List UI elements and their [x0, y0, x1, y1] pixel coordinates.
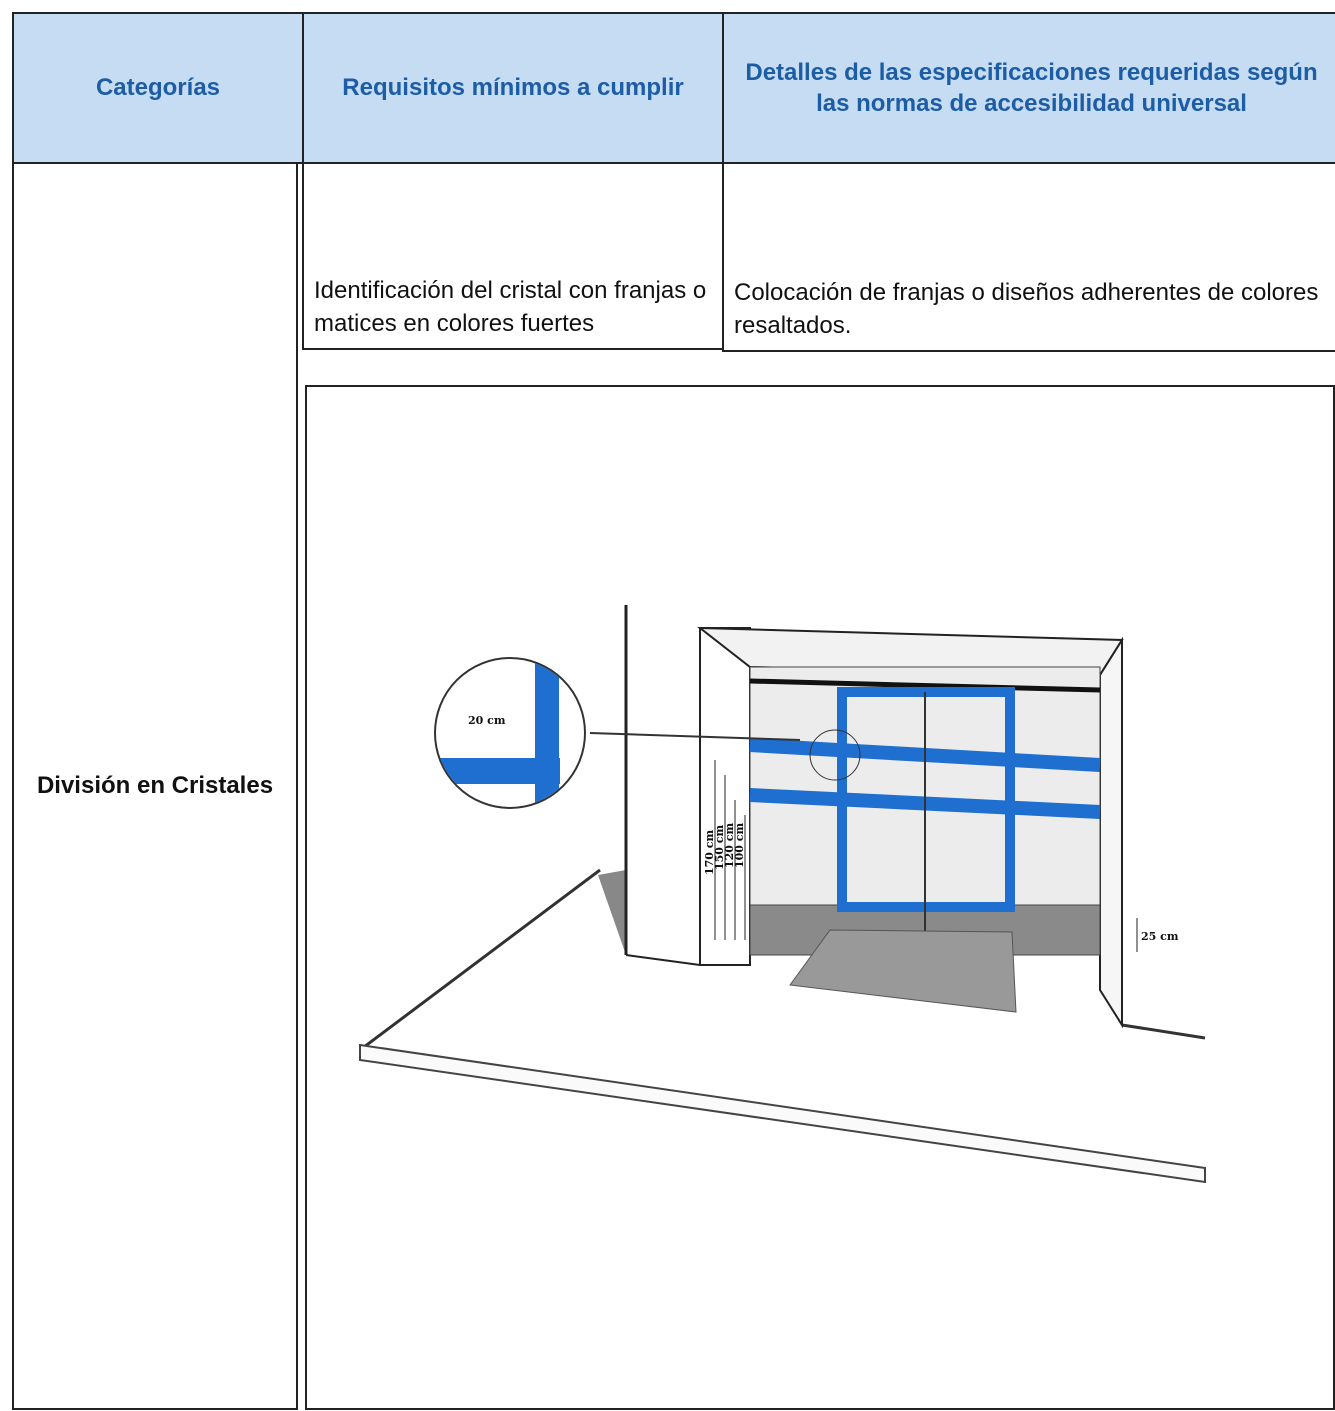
detail-ring: [809, 729, 861, 781]
mag-stripe: [535, 659, 559, 807]
figure-frame: [305, 385, 1335, 1410]
header-text: Categorías: [95, 74, 221, 102]
figure-label: 120 cm: [723, 823, 736, 868]
detail-text: Colocación de franjas o diseños adherent…: [734, 279, 1319, 339]
magnifier: [434, 657, 586, 809]
header-cell: Detalles de las especificaciones requeri…: [722, 12, 1335, 164]
rail: [749, 678, 1101, 693]
category-cell: División en Cristales: [12, 162, 298, 1410]
floor-edge: [359, 868, 601, 1052]
figure-label: 100 cm: [733, 823, 746, 868]
curb: [359, 1043, 1206, 1184]
header-text: Requisitos mínimos a cumplir: [342, 74, 684, 102]
figure-label: 20 cm: [468, 714, 506, 727]
figure-label: 170 cm: [703, 830, 716, 875]
mat: [789, 929, 1017, 1013]
figure-label: 150 cm: [713, 825, 726, 870]
mag-stripe: [436, 758, 560, 784]
header-cell: Categorías: [12, 12, 304, 164]
pillar-edge: [625, 954, 701, 966]
jamb: [1099, 636, 1123, 1029]
figure-label: 25 cm: [1141, 930, 1179, 943]
header-text: Detalles de las especificaciones requeri…: [745, 58, 1318, 117]
requirement-text: Identificación del cristal con franjas o…: [314, 277, 707, 337]
floor-edge: [1121, 1023, 1206, 1040]
category-text: División en Cristales: [36, 771, 274, 799]
pointer: [589, 732, 801, 741]
shadow: [598, 870, 626, 955]
detail-cell: Colocación de franjas o diseños adherent…: [722, 162, 1335, 352]
